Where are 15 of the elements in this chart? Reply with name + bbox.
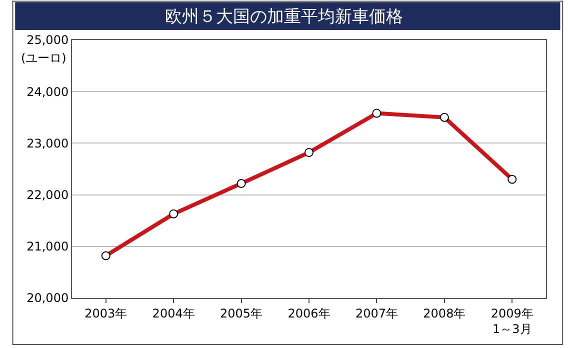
y-tick-label: 22,000 [26, 188, 69, 202]
y-tick-label: 21,000 [26, 240, 69, 254]
x-tick-label: 2008年 [423, 306, 466, 320]
x-tick-label: 2004年 [152, 306, 195, 320]
x-tick-label: 2006年 [288, 306, 330, 320]
y-tick-label: 25,000 [26, 33, 69, 48]
x-tick-label: 2007年 [355, 306, 398, 320]
x-tick-label: 2009年 1～3月 [490, 306, 534, 336]
y-tick-label: 23,000 [26, 136, 69, 150]
y-tick-label: 24,000 [26, 84, 69, 99]
y-axis-title: (ユーロ) [21, 51, 66, 65]
x-tick-label: 2003年 [84, 306, 128, 320]
chart-title: 欧州５大国の加重平均新車価格 [165, 6, 403, 27]
x-tick-label: 2005年 [220, 306, 263, 320]
y-tick-label: 20,000 [26, 291, 69, 306]
